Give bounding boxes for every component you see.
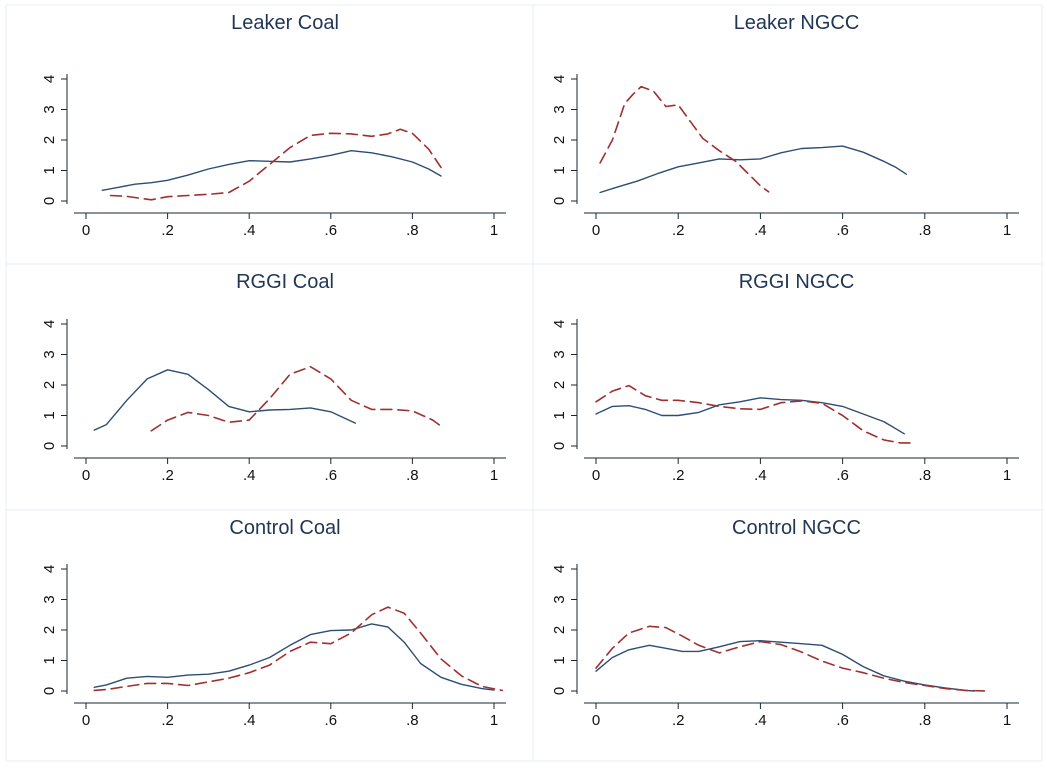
x-tick-label: 1 bbox=[1003, 712, 1011, 729]
panel-title: RGGI Coal bbox=[236, 271, 334, 293]
x-tick-label: 1 bbox=[1003, 222, 1011, 239]
panel-title: Control NGCC bbox=[732, 517, 861, 539]
y-tick-label: 1 bbox=[41, 411, 58, 419]
x-tick-label: .2 bbox=[161, 712, 174, 729]
x-tick-label: .4 bbox=[754, 712, 767, 729]
y-tick-label: 2 bbox=[41, 136, 58, 144]
panel-title: Leaker NGCC bbox=[734, 12, 860, 34]
series-line-dashed bbox=[93, 606, 503, 692]
series-line-dashed bbox=[109, 128, 442, 201]
x-tick-label: .8 bbox=[406, 712, 419, 729]
x-tick-label: .2 bbox=[672, 712, 685, 729]
series-line-solid bbox=[101, 150, 442, 191]
x-tick-label: 1 bbox=[490, 712, 498, 729]
x-tick-label: 1 bbox=[490, 222, 498, 239]
y-tick-label: 2 bbox=[551, 626, 568, 634]
y-tick-label: 3 bbox=[551, 350, 568, 358]
x-tick-label: .8 bbox=[919, 712, 932, 729]
panel: Leaker NGCC 0 .2 .4 .6 .8 1 0 1 2 3 4 bbox=[551, 12, 1019, 239]
x-tick-label: 0 bbox=[82, 222, 90, 239]
x-tick-label: .6 bbox=[325, 467, 338, 484]
x-tick-label: 0 bbox=[592, 467, 600, 484]
x-tick-label: 0 bbox=[82, 712, 90, 729]
y-tick-label: 0 bbox=[41, 687, 58, 695]
y-tick-label: 1 bbox=[41, 656, 58, 664]
y-tick-label: 1 bbox=[41, 166, 58, 174]
y-tick-label: 2 bbox=[41, 626, 58, 634]
x-tick-label: .2 bbox=[672, 467, 685, 484]
y-tick-label: 3 bbox=[41, 350, 58, 358]
y-tick-label: 0 bbox=[551, 197, 568, 205]
series-line-dashed bbox=[595, 625, 988, 692]
y-tick-label: 1 bbox=[551, 656, 568, 664]
x-tick-label: .4 bbox=[243, 712, 256, 729]
x-tick-label: .4 bbox=[754, 467, 767, 484]
x-tick-label: .4 bbox=[243, 467, 256, 484]
series-line-solid bbox=[599, 145, 907, 194]
y-tick-label: 2 bbox=[41, 381, 58, 389]
series-line-solid bbox=[595, 397, 905, 435]
y-tick-label: 1 bbox=[551, 166, 568, 174]
series-line-solid bbox=[595, 640, 975, 692]
x-tick-label: .2 bbox=[161, 222, 174, 239]
y-tick-label: 4 bbox=[551, 565, 568, 573]
y-tick-label: 2 bbox=[551, 381, 568, 389]
panel-title: RGGI NGCC bbox=[739, 271, 855, 293]
panel: Control Coal 0 .2 .4 .6 .8 1 0 1 2 3 4 bbox=[41, 517, 506, 729]
x-tick-label: .8 bbox=[919, 467, 932, 484]
y-tick-label: 4 bbox=[41, 75, 58, 83]
x-tick-label: .6 bbox=[836, 712, 849, 729]
panel: Leaker Coal 0 .2 .4 .6 .8 1 0 1 2 3 4 bbox=[41, 12, 506, 239]
panel: RGGI NGCC 0 .2 .4 .6 .8 1 0 1 2 3 4 bbox=[551, 271, 1019, 484]
series-line-solid bbox=[93, 369, 356, 431]
panel: RGGI Coal 0 .2 .4 .6 .8 1 0 1 2 3 4 bbox=[41, 271, 506, 484]
x-tick-label: 1 bbox=[490, 467, 498, 484]
y-tick-label: 0 bbox=[41, 197, 58, 205]
y-tick-label: 4 bbox=[551, 320, 568, 328]
x-tick-label: .8 bbox=[406, 467, 419, 484]
panel: Control NGCC 0 .2 .4 .6 .8 1 0 1 2 3 4 bbox=[551, 517, 1019, 729]
y-tick-label: 3 bbox=[41, 105, 58, 113]
x-tick-label: 0 bbox=[592, 712, 600, 729]
x-tick-label: .6 bbox=[325, 222, 338, 239]
x-tick-label: .8 bbox=[919, 222, 932, 239]
y-tick-label: 1 bbox=[551, 411, 568, 419]
x-tick-label: 1 bbox=[1003, 467, 1011, 484]
x-tick-label: .6 bbox=[325, 712, 338, 729]
y-tick-label: 2 bbox=[551, 136, 568, 144]
series-line-dashed bbox=[150, 365, 442, 432]
x-tick-label: .8 bbox=[406, 222, 419, 239]
y-tick-label: 3 bbox=[41, 595, 58, 603]
y-tick-label: 3 bbox=[551, 105, 568, 113]
series-line-dashed bbox=[599, 85, 770, 193]
x-tick-label: .4 bbox=[243, 222, 256, 239]
series-line-dashed bbox=[595, 384, 914, 444]
x-tick-label: .2 bbox=[672, 222, 685, 239]
y-tick-label: 4 bbox=[41, 320, 58, 328]
x-tick-label: 0 bbox=[82, 467, 90, 484]
y-tick-label: 0 bbox=[41, 442, 58, 450]
x-tick-label: .2 bbox=[161, 467, 174, 484]
y-tick-label: 4 bbox=[41, 565, 58, 573]
x-tick-label: .4 bbox=[754, 222, 767, 239]
x-tick-label: .6 bbox=[836, 467, 849, 484]
y-tick-label: 0 bbox=[551, 442, 568, 450]
y-tick-label: 4 bbox=[551, 75, 568, 83]
series-line-solid bbox=[93, 623, 495, 691]
panel-title: Control Coal bbox=[229, 517, 340, 539]
x-tick-label: .6 bbox=[836, 222, 849, 239]
panel-title: Leaker Coal bbox=[231, 12, 339, 34]
x-tick-label: 0 bbox=[592, 222, 600, 239]
y-tick-label: 3 bbox=[551, 595, 568, 603]
y-tick-label: 0 bbox=[551, 687, 568, 695]
figure-frame bbox=[5, 4, 1043, 762]
